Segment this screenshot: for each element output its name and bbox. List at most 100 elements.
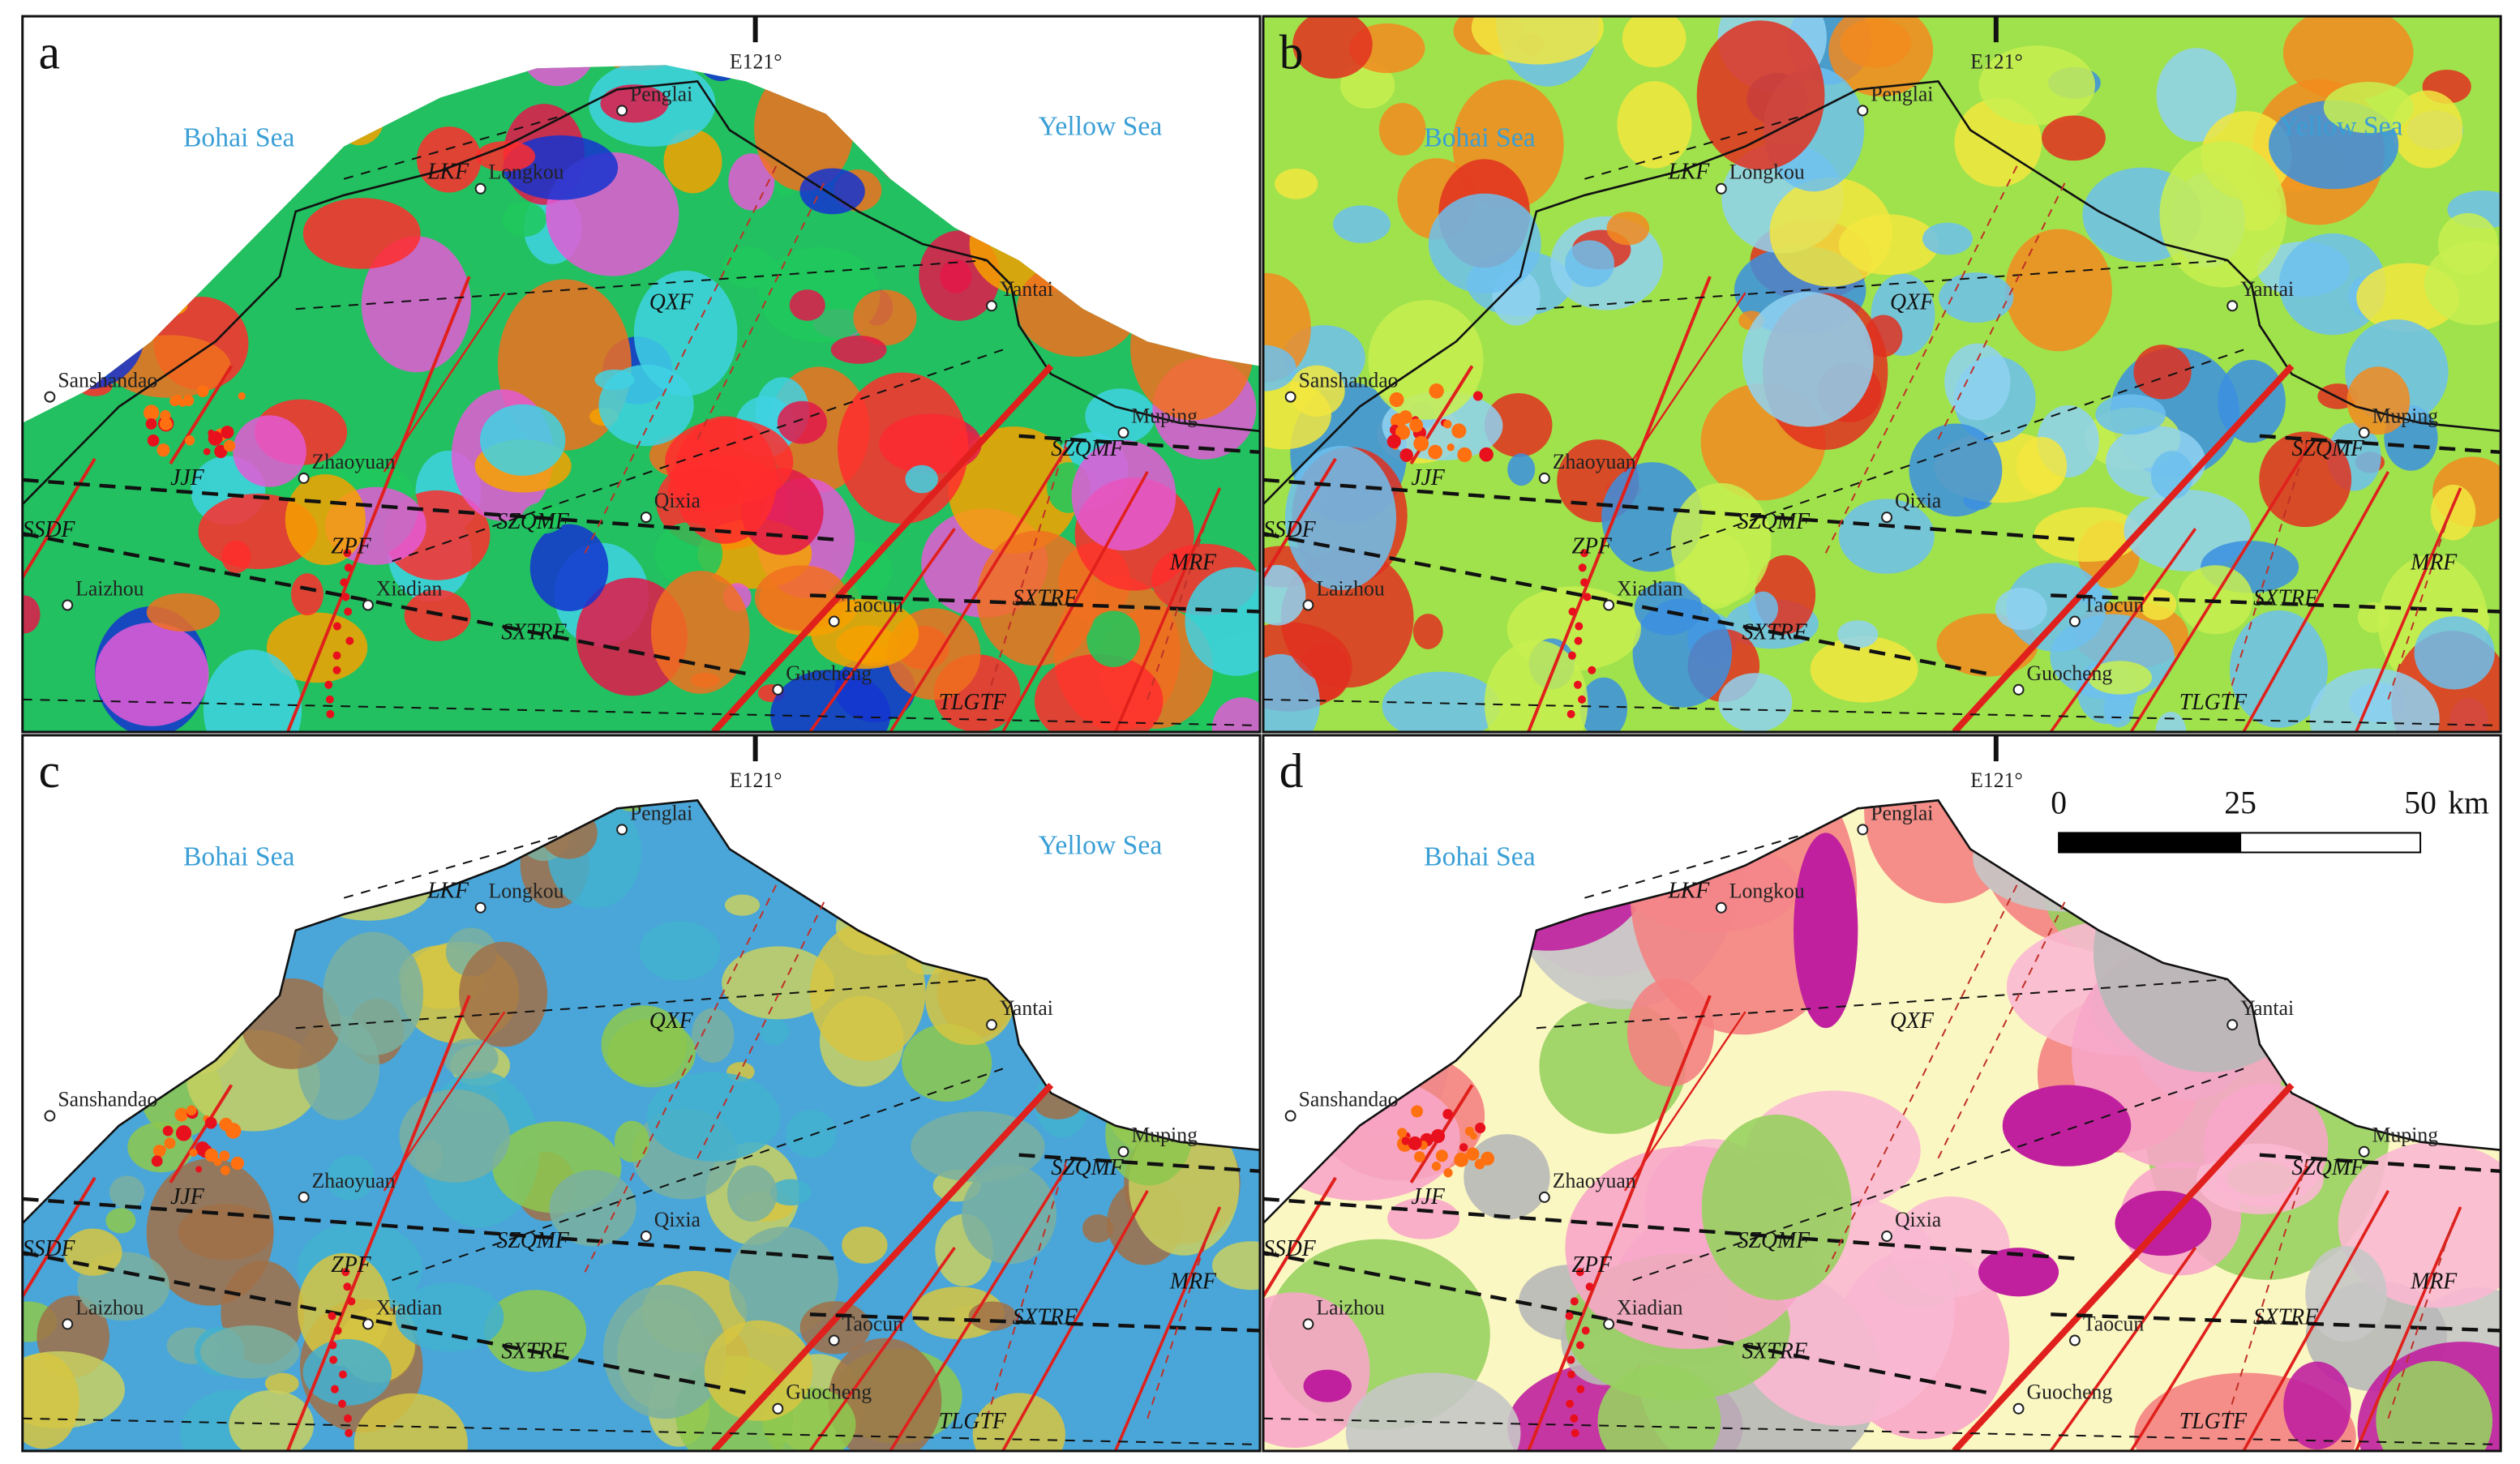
raster-blob	[1382, 671, 1501, 733]
deposit	[189, 1148, 198, 1158]
place-label: Qixia	[654, 489, 701, 512]
deposit	[1399, 448, 1413, 462]
place-label: Xiadian	[1617, 576, 1683, 600]
place-label: Sanshandao	[58, 368, 157, 392]
raster-blob	[146, 1158, 274, 1306]
minor-fault	[696, 178, 827, 440]
place-label: Qixia	[1895, 489, 1942, 512]
town-symbol	[828, 1334, 840, 1346]
town-symbol	[1117, 426, 1129, 439]
dashed-fault	[1262, 1250, 1995, 1396]
raster-blob	[264, 1372, 299, 1394]
raster-blob	[789, 289, 825, 321]
dashed-fault	[1584, 113, 1811, 180]
town-symbol	[986, 1019, 997, 1031]
raster-blob	[285, 474, 366, 566]
map-panel: Bohai Sea Yellow Sea Penglai Longkou Yantai S…	[21, 15, 1262, 734]
granite-body	[1303, 1369, 1352, 1402]
raster-blob	[2139, 589, 2177, 620]
town-symbol	[1538, 472, 1550, 484]
deposit	[172, 395, 183, 406]
fault-label: JJF	[1411, 1184, 1446, 1209]
deposit	[325, 695, 334, 704]
raster-blob	[2414, 616, 2495, 690]
town-symbol	[2069, 615, 2081, 627]
deposit	[1571, 1428, 1579, 1437]
panel-letter: b	[1279, 25, 1304, 79]
raster-blob	[2155, 712, 2187, 733]
raster-blob	[663, 129, 722, 194]
raster-blob	[1922, 222, 1973, 255]
fault-line	[22, 457, 96, 579]
raster-blob	[962, 1164, 1056, 1265]
raster-blob	[1085, 388, 1155, 444]
fault-label: QXF	[649, 1008, 694, 1034]
deposit	[147, 434, 160, 447]
deposit	[1583, 593, 1592, 601]
deposit	[1566, 1399, 1575, 1408]
raster-blob	[722, 246, 776, 288]
raster-blob	[1071, 439, 1176, 551]
fault-label: SXTRF	[1742, 1338, 1808, 1363]
raster-blob	[2088, 661, 2152, 695]
deposit	[184, 435, 195, 446]
fault-label: SZQMF	[1051, 1155, 1124, 1180]
fault-label: SXTRF	[2253, 585, 2319, 610]
minor-fault	[2387, 1222, 2454, 1419]
raster-blob	[853, 289, 917, 346]
scale-bar-white	[2239, 832, 2422, 854]
fault-line	[1623, 1011, 1746, 1192]
fault-line	[1113, 1206, 1222, 1451]
deposit	[1443, 1168, 1453, 1178]
town-symbol	[1715, 182, 1727, 195]
deposit	[1576, 1385, 1585, 1393]
deposit	[204, 1116, 217, 1129]
place-label: Zhaoyuan	[312, 1169, 396, 1192]
raster-blob	[2282, 16, 2414, 101]
dashed-fault	[1018, 1153, 1260, 1174]
raster-blob	[1262, 1292, 1370, 1448]
deposit	[174, 1107, 189, 1122]
sea-label: Yellow Sea	[1038, 830, 1162, 860]
raster-blob	[1838, 499, 1935, 574]
panel-content: Bohai Sea Yellow Sea Penglai Longkou Yantai S…	[22, 16, 1260, 733]
coastline	[1262, 798, 2501, 1451]
raster-blob	[2424, 242, 2501, 326]
raster-blob	[1909, 423, 2003, 517]
raster-blob	[770, 670, 891, 733]
fault-line	[2129, 446, 2309, 733]
fault-label: LKF	[1667, 879, 1710, 904]
town-symbol	[772, 683, 784, 696]
raster-blob	[2430, 484, 2476, 541]
fault-line	[169, 365, 234, 464]
deposit	[344, 563, 353, 572]
raster-blob	[799, 168, 865, 215]
place-label: Longkou	[489, 880, 564, 903]
fault-label: JJF	[170, 465, 205, 490]
raster-blob	[1185, 567, 1260, 676]
dashed-fault	[1632, 1068, 2244, 1282]
deposit	[1454, 1152, 1468, 1167]
panel-frame	[21, 15, 1262, 734]
deposit	[1479, 447, 1494, 462]
raster-blob	[1579, 677, 1628, 733]
raster-blob	[502, 201, 546, 238]
fault-line	[1262, 1176, 1337, 1298]
town-symbol	[2069, 1334, 2081, 1346]
town-symbol	[62, 599, 74, 611]
raster-blob	[972, 1393, 1065, 1451]
raster-blob	[479, 404, 566, 476]
fault-line	[1527, 276, 1712, 733]
raster-blob	[2196, 1143, 2324, 1214]
dashed-fault	[295, 978, 988, 1030]
dashed-fault	[22, 698, 1260, 726]
fault-label: TLGTF	[2179, 1409, 2248, 1434]
place-label: Laizhou	[1316, 576, 1384, 600]
deposit	[341, 593, 350, 601]
raster-blob	[704, 1320, 813, 1421]
raster-blob	[399, 1089, 511, 1183]
fault-line	[1001, 471, 1149, 733]
scale-label: 50	[2404, 784, 2436, 820]
